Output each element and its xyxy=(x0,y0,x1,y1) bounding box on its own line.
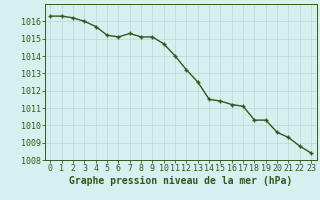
X-axis label: Graphe pression niveau de la mer (hPa): Graphe pression niveau de la mer (hPa) xyxy=(69,176,292,186)
